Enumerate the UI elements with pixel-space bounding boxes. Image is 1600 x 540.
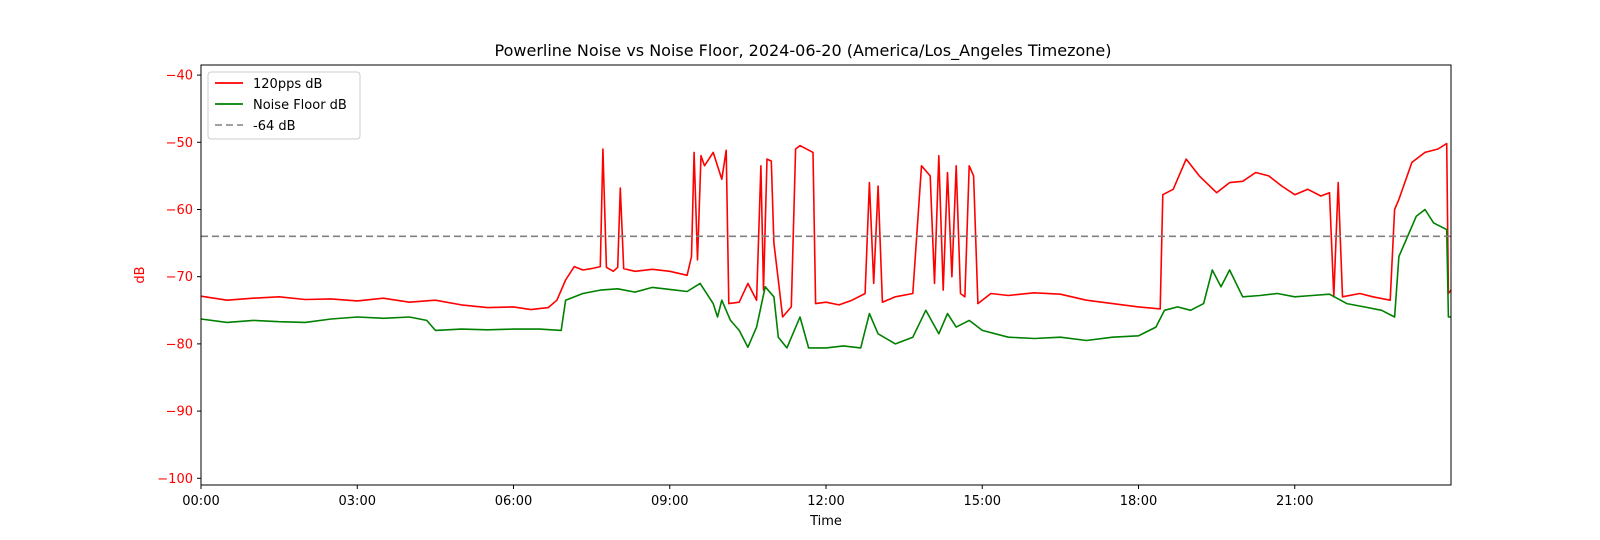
y-tick-label: −90 <box>166 405 193 420</box>
series-line-noise-floor <box>200 208 1451 349</box>
x-axis: 00:00 03:00 06:00 09:00 12:00 15:00 18:00 21:00 <box>182 485 1313 509</box>
series-line-120pps <box>200 142 1452 318</box>
x-tick-label: 18:00 <box>1120 494 1157 509</box>
legend: 120pps dB Noise Floor dB -64 dB <box>207 71 361 140</box>
y-tick-label: −60 <box>166 203 193 218</box>
plot-area <box>200 142 1452 349</box>
legend-box <box>207 71 361 140</box>
legend-label-threshold: -64 dB <box>253 119 296 134</box>
x-tick-label: 06:00 <box>495 494 532 509</box>
y-axis: −40 −50 −60 −70 −80 −90 −100 <box>157 69 201 487</box>
x-axis-label: Time <box>809 514 842 529</box>
x-tick-label: 12:00 <box>807 494 844 509</box>
x-tick-label: 03:00 <box>339 494 376 509</box>
x-tick-label: 21:00 <box>1276 494 1313 509</box>
legend-label-noise-floor: Noise Floor dB <box>253 98 347 113</box>
y-tick-label: −80 <box>166 337 193 352</box>
chart-title: Powerline Noise vs Noise Floor, 2024-06-… <box>495 41 1112 61</box>
y-tick-label: −40 <box>166 69 193 84</box>
y-tick-label: −70 <box>166 270 193 285</box>
legend-label-120pps: 120pps dB <box>253 77 322 92</box>
x-tick-label: 09:00 <box>651 494 688 509</box>
series-layer <box>200 142 1452 349</box>
x-tick-label: 15:00 <box>964 494 1001 509</box>
y-axis-label: dB <box>133 266 148 283</box>
y-tick-label: −50 <box>166 136 193 151</box>
y-tick-label: −100 <box>157 472 193 487</box>
x-tick-label: 00:00 <box>182 494 219 509</box>
